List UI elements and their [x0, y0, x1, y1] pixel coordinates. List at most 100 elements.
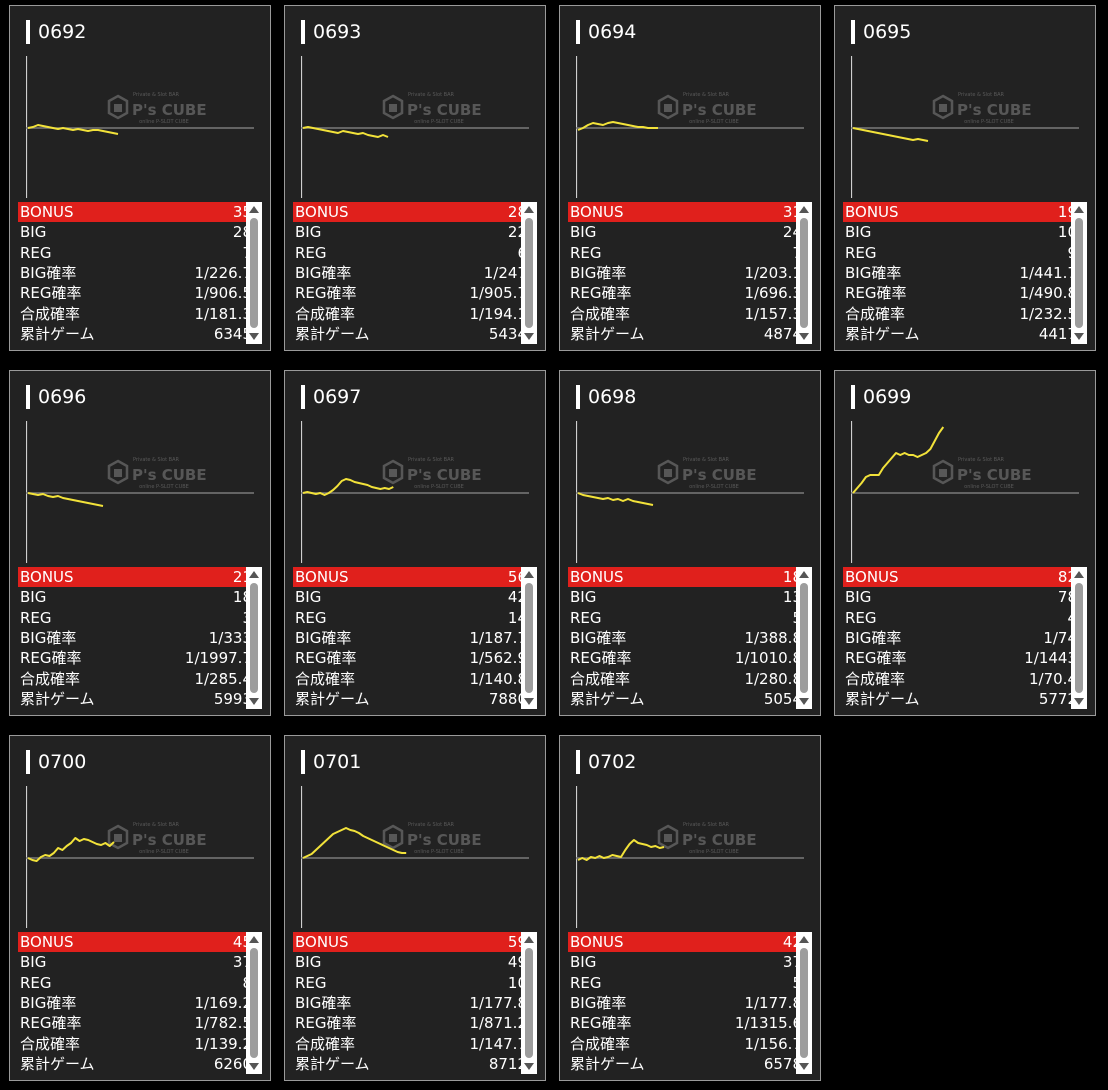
reg-rate-value: 1/562.9	[469, 649, 527, 668]
reg-row: REG 14	[293, 608, 529, 628]
scroll-up-arrow-icon[interactable]	[1074, 571, 1084, 578]
scroll-thumb[interactable]	[1075, 218, 1083, 328]
big-row: BIG 42	[293, 587, 529, 607]
machine-card-0694[interactable]: 0694 Private & Slot BAR P's CUBE online …	[559, 5, 821, 351]
stats-scrollbar[interactable]	[796, 567, 812, 709]
scroll-up-arrow-icon[interactable]	[249, 571, 259, 578]
machine-card-0699[interactable]: 0699 Private & Slot BAR P's CUBE online …	[834, 370, 1096, 716]
stats-scrollbar[interactable]	[1071, 567, 1087, 709]
scroll-up-arrow-icon[interactable]	[524, 206, 534, 213]
machine-card-0700[interactable]: 0700 Private & Slot BAR P's CUBE online …	[9, 735, 271, 1081]
scroll-down-arrow-icon[interactable]	[249, 698, 259, 705]
reg-rate-row: REG確率 1/562.9	[293, 648, 529, 668]
scroll-thumb[interactable]	[800, 948, 808, 1058]
big-rate-value: 1/203.1	[744, 264, 802, 283]
scroll-thumb[interactable]	[250, 583, 258, 693]
machine-card-0693[interactable]: 0693 Private & Slot BAR P's CUBE online …	[284, 5, 546, 351]
scroll-up-arrow-icon[interactable]	[524, 936, 534, 943]
stats-scrollbar[interactable]	[521, 932, 537, 1074]
machine-card-0701[interactable]: 0701 Private & Slot BAR P's CUBE online …	[284, 735, 546, 1081]
stats-scrollbar[interactable]	[246, 567, 262, 709]
machine-card-0692[interactable]: 0692 Private & Slot BAR P's CUBE online …	[9, 5, 271, 351]
slump-chart: Private & Slot BAR P's CUBE online P-SLO…	[576, 786, 804, 928]
reg-row: REG 10	[293, 973, 529, 993]
watermark-logo: Private & Slot BAR P's CUBE online P-SLO…	[932, 457, 1032, 490]
bonus-label: BONUS	[570, 933, 624, 952]
scroll-down-arrow-icon[interactable]	[249, 1063, 259, 1070]
watermark-brand-text: P's CUBE	[682, 466, 757, 484]
combined-rate-label: 合成確率	[20, 1034, 81, 1053]
stats-scrollbar[interactable]	[1071, 202, 1087, 344]
reg-label: REG	[845, 608, 877, 627]
machine-card-0697[interactable]: 0697 Private & Slot BAR P's CUBE online …	[284, 370, 546, 716]
bonus-row: BONUS 18	[568, 567, 804, 588]
scroll-up-arrow-icon[interactable]	[799, 571, 809, 578]
scroll-down-arrow-icon[interactable]	[799, 1063, 809, 1070]
stats-scrollbar[interactable]	[796, 932, 812, 1074]
reg-rate-label: REG確率	[570, 1014, 632, 1033]
scroll-up-arrow-icon[interactable]	[1074, 206, 1084, 213]
scroll-down-arrow-icon[interactable]	[524, 698, 534, 705]
reg-rate-label: REG確率	[845, 649, 907, 668]
watermark-top-text: Private & Slot BAR	[133, 92, 180, 98]
watermark-bottom-text: online P-SLOT CUBE	[689, 484, 739, 490]
scroll-thumb[interactable]	[525, 218, 533, 328]
reg-rate-label: REG確率	[20, 1014, 82, 1033]
scroll-thumb[interactable]	[800, 218, 808, 328]
scroll-down-arrow-icon[interactable]	[799, 698, 809, 705]
scroll-up-arrow-icon[interactable]	[799, 206, 809, 213]
scroll-down-arrow-icon[interactable]	[1074, 333, 1084, 340]
scroll-down-arrow-icon[interactable]	[1074, 698, 1084, 705]
stats-table[interactable]: BONUS 56 BIG 42 REG 14 BIG確率 1/187.7 REG確率 1/…	[293, 567, 529, 709]
scroll-thumb[interactable]	[525, 583, 533, 693]
scroll-thumb[interactable]	[800, 583, 808, 693]
total-games-row: 累計ゲーム 4874	[568, 324, 804, 344]
stats-scrollbar[interactable]	[521, 202, 537, 344]
total-games-row: 累計ゲーム 4417	[843, 324, 1079, 344]
scroll-up-arrow-icon[interactable]	[799, 936, 809, 943]
big-rate-label: BIG確率	[295, 264, 352, 283]
big-row: BIG 13	[568, 587, 804, 607]
stats-scrollbar[interactable]	[521, 567, 537, 709]
combined-rate-label: 合成確率	[20, 304, 81, 323]
reg-rate-label: REG確率	[845, 284, 907, 303]
big-rate-value: 1/441.7	[1019, 264, 1077, 283]
bonus-row: BONUS 28	[293, 202, 529, 223]
scroll-thumb[interactable]	[250, 948, 258, 1058]
scroll-thumb[interactable]	[250, 218, 258, 328]
total-games-value: 5434	[488, 324, 527, 343]
scroll-up-arrow-icon[interactable]	[249, 936, 259, 943]
scroll-down-arrow-icon[interactable]	[524, 333, 534, 340]
combined-rate-label: 合成確率	[845, 304, 906, 323]
scroll-thumb[interactable]	[1075, 583, 1083, 693]
machine-card-0702[interactable]: 0702 Private & Slot BAR P's CUBE online …	[559, 735, 821, 1081]
stats-table[interactable]: BONUS 59 BIG 49 REG 10 BIG確率 1/177.8 REG確率 1/…	[293, 932, 529, 1074]
big-rate-value: 1/333	[208, 629, 252, 648]
scroll-up-arrow-icon[interactable]	[249, 206, 259, 213]
scroll-up-arrow-icon[interactable]	[524, 571, 534, 578]
stats-scrollbar[interactable]	[246, 202, 262, 344]
scroll-down-arrow-icon[interactable]	[524, 1063, 534, 1070]
big-label: BIG	[20, 223, 47, 242]
machine-card-0696[interactable]: 0696 Private & Slot BAR P's CUBE online …	[9, 370, 271, 716]
watermark-top-text: Private & Slot BAR	[683, 457, 730, 463]
cube-icon	[382, 459, 404, 485]
combined-rate-row: 合成確率 1/156.7	[568, 1033, 804, 1053]
scroll-thumb[interactable]	[525, 948, 533, 1058]
scroll-down-arrow-icon[interactable]	[799, 333, 809, 340]
stats-scrollbar[interactable]	[796, 202, 812, 344]
total-games-value: 6345	[213, 324, 252, 343]
machine-card-0695[interactable]: 0695 Private & Slot BAR P's CUBE online …	[834, 5, 1096, 351]
scroll-down-arrow-icon[interactable]	[249, 333, 259, 340]
stats-scrollbar[interactable]	[246, 932, 262, 1074]
machine-card-0698[interactable]: 0698 Private & Slot BAR P's CUBE online …	[559, 370, 821, 716]
